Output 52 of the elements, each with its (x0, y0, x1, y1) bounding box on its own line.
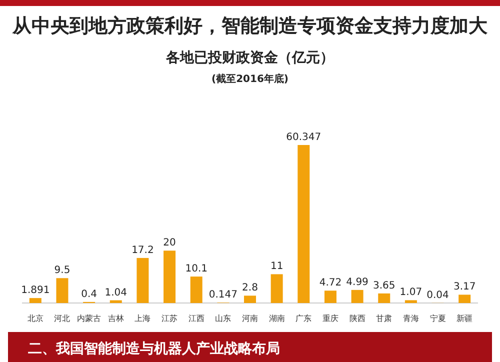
data-label: 10.1 (185, 264, 208, 275)
x-tick-label: 新疆 (456, 314, 473, 323)
bar (378, 293, 390, 303)
bar (56, 278, 68, 303)
data-label: 0.04 (426, 290, 449, 301)
x-tick-label: 河北 (54, 314, 70, 323)
text: (截至2016年底) (212, 73, 288, 85)
data-label: 1.04 (104, 287, 128, 298)
bar (136, 258, 149, 303)
data-label: 0.147 (208, 290, 238, 301)
chart-title: 从中央到地方政策利好，智能制造专项资金支持力度加大 (12, 15, 488, 37)
bar (324, 290, 336, 303)
x-tick-label: 广东 (296, 314, 312, 323)
x-tick-label: 河南 (242, 314, 258, 323)
x-tick-label: 青海 (402, 314, 419, 323)
data-label: 9.5 (54, 265, 70, 276)
x-tick-label: 重庆 (322, 314, 338, 323)
x-tick-label: 陕西 (349, 314, 366, 323)
bar (244, 296, 256, 303)
data-label: 17.2 (132, 244, 154, 256)
bar (351, 290, 364, 303)
data-label: 2.8 (242, 282, 258, 294)
bar (29, 298, 42, 303)
x-tick-label: 吉林 (108, 314, 124, 323)
x-tick-label: 山东 (215, 314, 232, 323)
chart-subtitle: 各地已投财政资金（亿元） (165, 50, 334, 66)
data-label: 60.347 (286, 132, 322, 143)
bar (190, 276, 202, 303)
x-tick-label: 江西 (188, 314, 204, 323)
bar (458, 294, 471, 303)
x-tick-label: 内蒙古 (77, 314, 102, 323)
x-tick-label: 甘肃 (376, 314, 392, 323)
bar (298, 145, 310, 303)
data-label: 11 (270, 261, 284, 272)
x-tick-label: 江苏 (162, 314, 178, 323)
bar (164, 250, 176, 303)
data-label: 3.17 (453, 282, 476, 293)
data-label: 3.65 (372, 280, 396, 292)
x-tick-label: 宁夏 (430, 314, 446, 323)
bar (270, 274, 283, 303)
data-label: 4.72 (319, 278, 342, 289)
data-label: 1.891 (21, 285, 50, 296)
bar (110, 300, 122, 303)
data-label: 1.07 (400, 287, 422, 298)
text: 二、我国智能制造与机器人产业战略布局 (28, 340, 280, 357)
x-tick-label: 上海 (134, 314, 151, 323)
data-label: 0.4 (81, 288, 98, 300)
bar (404, 300, 417, 303)
data-label: 4.99 (346, 276, 368, 288)
x-tick-label: 湖南 (268, 314, 285, 323)
data-label: 20 (163, 238, 176, 249)
x-tick-label: 北京 (27, 314, 44, 323)
